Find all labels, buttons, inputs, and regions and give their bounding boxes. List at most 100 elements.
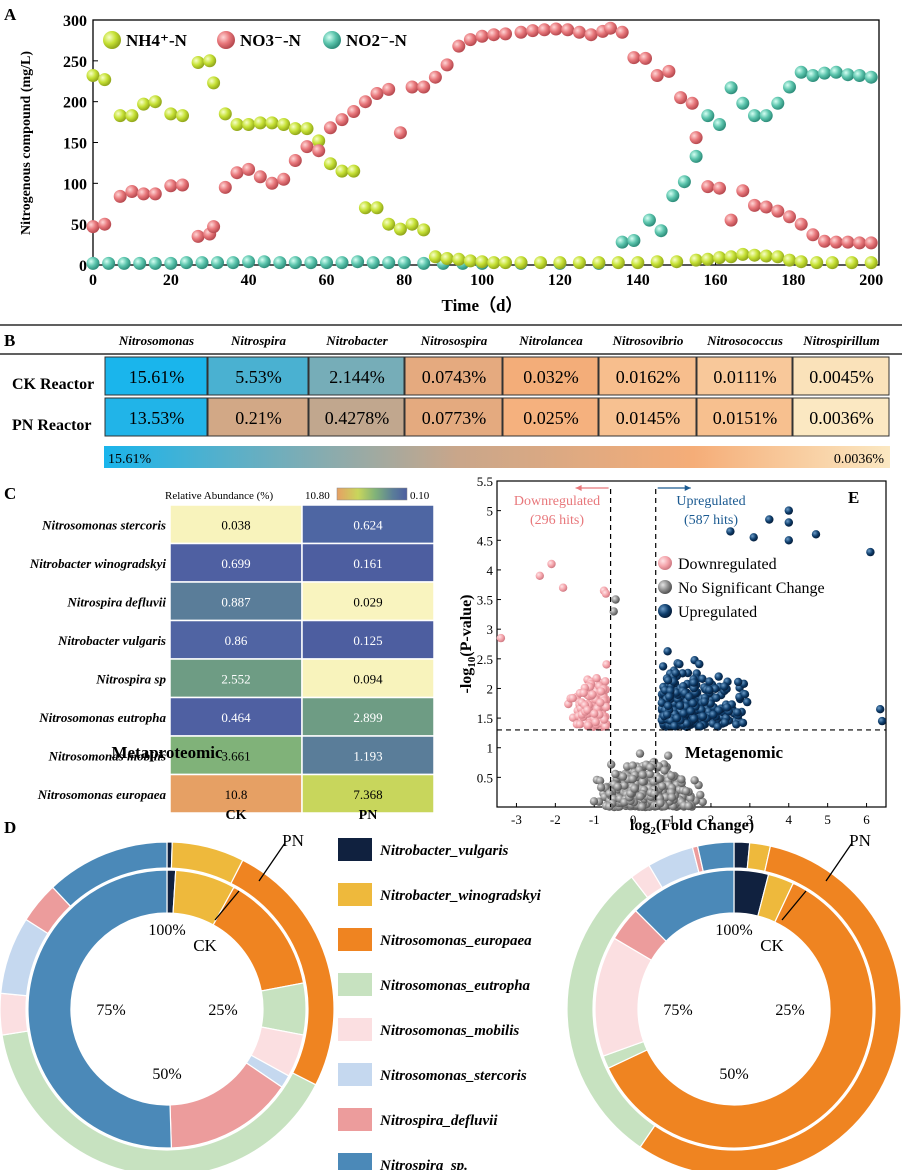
table-cell <box>207 356 309 396</box>
point-no2 <box>417 256 431 270</box>
col-header-nitrospira: Nitrospira <box>230 333 286 348</box>
heatmap-row-label: Nitrosomonas eutropha <box>38 710 166 725</box>
point-nochange <box>611 769 620 779</box>
table-cell <box>502 356 599 396</box>
point-no3 <box>230 166 244 180</box>
point-highlight <box>496 633 506 643</box>
legend-swatch-nitrospira-defluvii <box>338 1108 372 1131</box>
e-xtick-label: 2 <box>708 812 715 827</box>
legend-label-up: Upregulated <box>678 604 757 621</box>
legend-marker-up <box>658 604 672 618</box>
point-nh4 <box>452 252 466 266</box>
table-cell-value: 0.032% <box>523 367 579 387</box>
table-cell <box>404 356 503 396</box>
point-nh4 <box>113 109 127 123</box>
point-no3 <box>724 213 738 227</box>
point-no2 <box>724 81 738 95</box>
panel-a-axis-ticks: 0 20 40 60 80 100 120 140 160 180 200 0 50 100 150 200 2… <box>63 13 883 289</box>
point-downregulated <box>583 705 592 715</box>
point-nh4 <box>701 252 715 266</box>
panel-b-scale-max: 0.0036% <box>834 452 885 467</box>
annotation-down-hits: (296 hits) <box>530 513 584 528</box>
point-no2 <box>713 118 726 131</box>
point-nh4 <box>794 255 808 269</box>
point-nh4 <box>335 164 349 178</box>
legend-swatch-nitrobacter-winogradskyi <box>338 883 372 906</box>
heatmap-cell-value: 0.699 <box>221 556 250 571</box>
table-cell-value: 0.0743% <box>422 367 487 387</box>
point-no3 <box>113 189 127 203</box>
point-nochange <box>658 782 667 791</box>
point-nh4 <box>713 251 726 265</box>
point-no2 <box>335 256 349 270</box>
heatmap-row-label: Nitrosomonas stercoris <box>41 517 166 532</box>
point-no3 <box>759 200 773 214</box>
point-nochange <box>667 771 676 780</box>
point-no3 <box>358 95 372 109</box>
a-ytick-label: 200 <box>63 95 87 112</box>
point-no3 <box>627 51 641 65</box>
donut-pn-pointer <box>825 842 853 882</box>
point-no3 <box>288 154 302 167</box>
table-cell <box>104 397 208 437</box>
point-nh4 <box>440 252 454 265</box>
table-cell <box>598 397 697 437</box>
point-no3 <box>639 51 652 65</box>
point-upregulated <box>663 676 673 685</box>
legend-label-no3: NO3⁻-N <box>240 31 302 50</box>
point-upregulated <box>698 712 708 721</box>
table-cell-value: 0.0036% <box>809 408 874 428</box>
point-downregulated <box>601 722 610 731</box>
donut-title-metaproteomic: Metaproteomic <box>111 743 223 762</box>
point-nh4 <box>230 118 244 131</box>
point-nochange <box>620 781 629 790</box>
point-no2 <box>771 96 785 110</box>
col-header-nitrosospira: Nitrosospira <box>420 333 488 348</box>
point-nochange <box>656 798 665 808</box>
panel-a-legend: NH4⁺-N NO3⁻-N NO2⁻-N <box>103 31 408 50</box>
point-nh4 <box>553 256 567 270</box>
heatmap-cell-value: 0.624 <box>353 517 383 532</box>
point-downregulated <box>575 720 585 729</box>
point-nochange <box>686 794 695 803</box>
point-nh4 <box>98 73 112 87</box>
point-no3 <box>191 229 205 243</box>
row-label-ck-reactor: CK Reactor <box>12 376 94 393</box>
annotation-up-hits: (587 hits) <box>684 513 738 528</box>
point-no2 <box>701 109 715 123</box>
point-nh4 <box>611 256 625 270</box>
point-no2 <box>677 175 691 189</box>
annotation-upregulated: Upregulated <box>676 494 745 509</box>
heatmap-row-label: Nitrobacter vulgaris <box>57 633 166 648</box>
point-no2 <box>366 256 380 270</box>
point-no2 <box>242 255 256 269</box>
arrow-down-head <box>575 485 582 491</box>
e-xtick-label: 0 <box>630 812 637 827</box>
point-no2 <box>736 96 750 110</box>
panel-c-col-pn: PN <box>359 808 378 823</box>
panel-label-b: B <box>4 331 15 350</box>
e-xtick-label: 5 <box>824 812 831 827</box>
point-upregulated <box>705 677 714 686</box>
donut-outer-slice <box>696 841 735 873</box>
panel-c-cells: 0.038 0.624 0.699 0.161 0.887 0.029 0.86 0.125 2… <box>169 504 435 814</box>
point-no3 <box>584 28 598 42</box>
point-upregulated <box>722 703 732 712</box>
point-nh4 <box>689 253 703 267</box>
point-no3 <box>370 87 384 100</box>
point-no2 <box>829 65 843 79</box>
a-xtick-label: 140 <box>626 272 650 289</box>
heatmap-cell-value: 1.193 <box>353 748 382 763</box>
point-no2 <box>382 256 396 270</box>
point-highlight <box>784 518 793 527</box>
legend-label-down: Downregulated <box>678 556 777 573</box>
legend-label-nitrobacter-vulgaris: Nitrobacter_vulgaris <box>379 843 508 859</box>
legend-label-nitrospira-sp-: Nitrospira_sp. <box>379 1158 468 1170</box>
point-no3 <box>323 121 337 135</box>
point-no2 <box>133 256 147 270</box>
point-no3 <box>487 28 501 42</box>
point-upregulated <box>689 678 698 687</box>
point-nh4 <box>631 256 645 270</box>
point-no2 <box>627 234 641 247</box>
